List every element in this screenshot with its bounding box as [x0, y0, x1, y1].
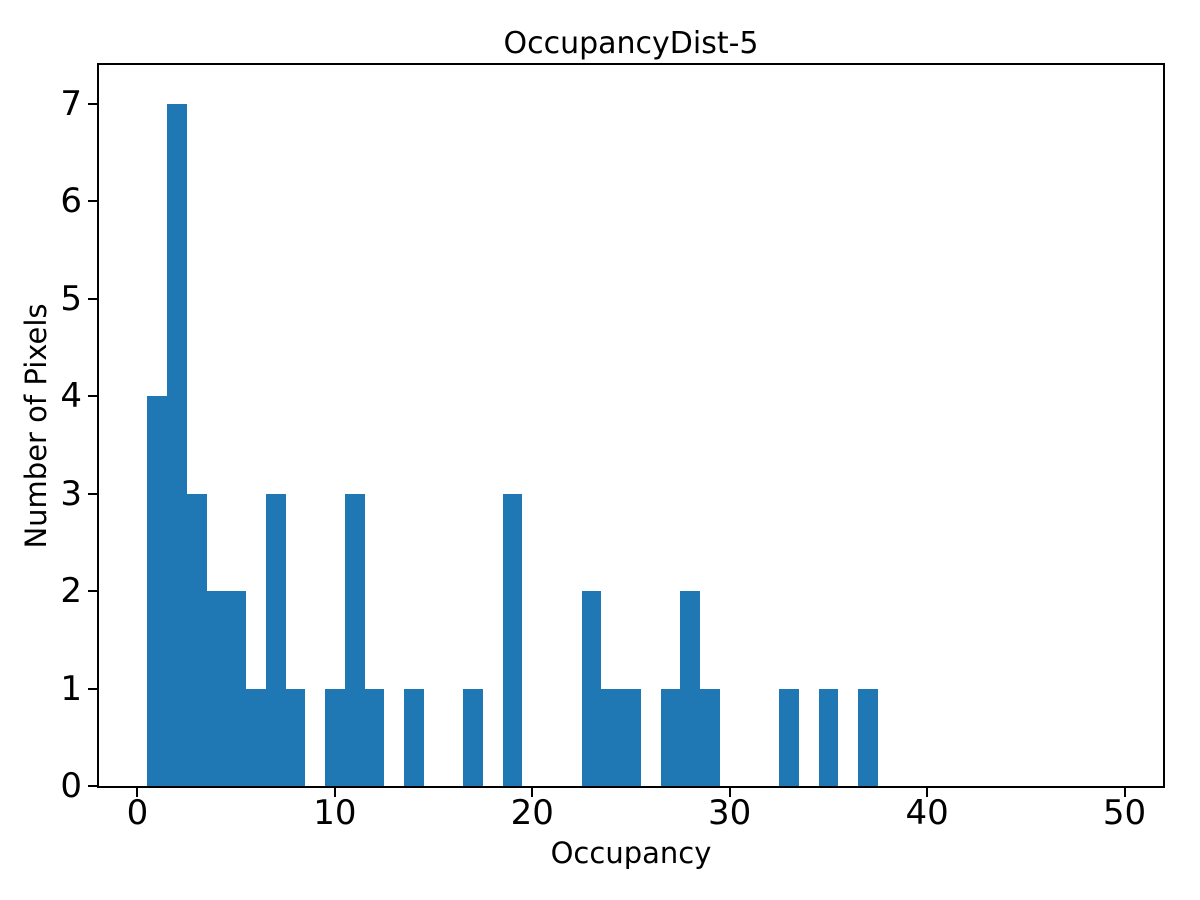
y-tick-label-6: 6 [60, 181, 82, 222]
histogram-bar-11 [344, 493, 365, 786]
y-axis-label: Number of Pixels [19, 303, 53, 549]
y-tick-mark-0 [88, 785, 97, 787]
histogram-bar-1 [147, 396, 168, 786]
histogram-bar-17 [463, 688, 483, 786]
histogram-bar-37 [858, 688, 878, 786]
plot-area [97, 63, 1165, 788]
y-tick-mark-1 [88, 687, 97, 690]
histogram-bar-35 [818, 688, 839, 786]
y-tick-label-4: 4 [60, 376, 82, 417]
x-tick-mark-40 [926, 788, 929, 797]
histogram-bar-33 [779, 688, 799, 786]
y-tick-label-7: 7 [60, 83, 82, 124]
chart-title: OccupancyDist-5 [503, 26, 759, 61]
x-tick-mark-10 [333, 788, 336, 797]
y-tick-mark-2 [88, 590, 97, 593]
histogram-bar-6 [246, 688, 266, 786]
x-tick-label-40: 40 [905, 793, 949, 833]
x-axis-label: Occupancy [550, 836, 712, 870]
histogram-bar-10 [325, 688, 345, 786]
y-tick-label-2: 2 [60, 571, 82, 612]
histogram-bar-12 [364, 688, 385, 786]
histogram-bar-2 [167, 103, 187, 786]
y-tick-mark-5 [88, 297, 97, 300]
histogram-bar-27 [660, 688, 681, 786]
y-tick-label-5: 5 [60, 278, 82, 319]
y-tick-label-0: 0 [60, 766, 82, 806]
y-tick-label-3: 3 [60, 473, 82, 514]
histogram-bar-4 [206, 591, 227, 786]
histogram-bar-3 [186, 493, 207, 786]
y-tick-label-1: 1 [60, 668, 82, 709]
histogram-bar-23 [581, 591, 602, 786]
x-tick-label-50: 50 [1102, 793, 1147, 833]
histogram-bar-7 [265, 493, 286, 786]
histogram-bar-25 [621, 688, 641, 786]
y-tick-mark-7 [88, 102, 97, 105]
y-tick-mark-6 [88, 200, 97, 203]
y-tick-mark-3 [88, 492, 97, 495]
histogram-bar-5 [226, 591, 247, 786]
histogram-bar-8 [285, 688, 306, 786]
x-tick-mark-50 [1123, 788, 1126, 797]
x-tick-label-0: 0 [126, 793, 149, 833]
x-tick-mark-0 [136, 788, 139, 797]
histogram-bar-14 [403, 688, 424, 786]
histogram-bar-28 [680, 591, 701, 786]
histogram-bar-24 [601, 688, 622, 786]
histogram-bar-19 [502, 493, 523, 786]
x-tick-label-20: 20 [510, 793, 554, 833]
x-tick-mark-30 [728, 788, 731, 797]
x-tick-mark-20 [531, 788, 534, 797]
x-tick-label-30: 30 [708, 793, 752, 833]
histogram-bar-29 [700, 688, 720, 786]
x-tick-label-10: 10 [313, 793, 357, 833]
y-tick-mark-4 [88, 395, 97, 398]
